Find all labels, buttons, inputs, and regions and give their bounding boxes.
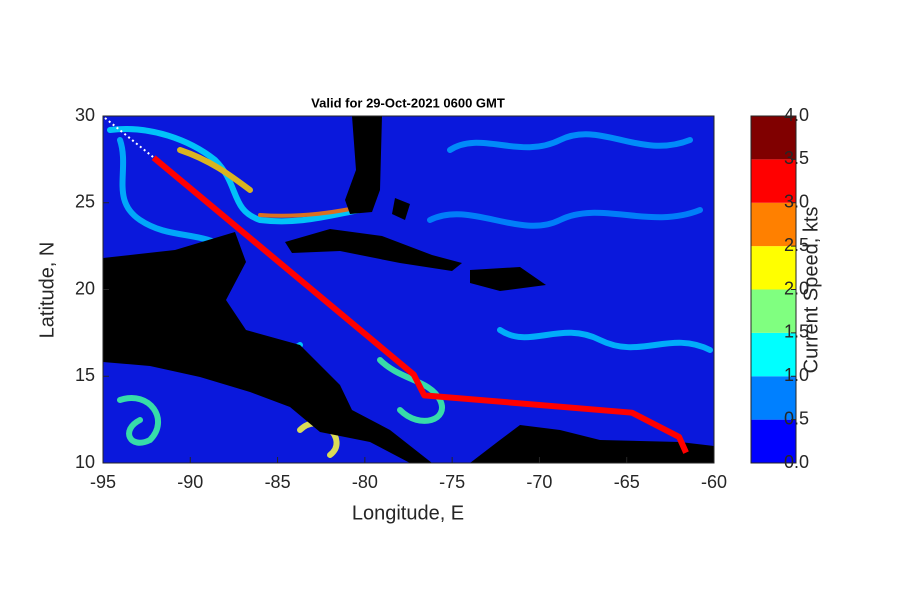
colorbar-tick-label: 0.0 (784, 452, 809, 472)
colorbar-segment (751, 202, 796, 247)
colorbar-tick-label: 0.5 (784, 408, 809, 428)
colorbar-segment (751, 419, 796, 463)
chart-title: Valid for 29-Oct-2021 0600 GMT (311, 95, 505, 110)
y-tick-label: 25 (75, 192, 95, 212)
x-tick-label: -70 (526, 472, 552, 492)
colorbar-tick-label: 2.5 (784, 235, 809, 255)
land (103, 116, 714, 463)
colorbar-label: Current Speed, kts (800, 207, 822, 374)
x-axis-label: Longitude, E (352, 502, 464, 524)
colorbar-segment (751, 289, 796, 333)
colorbar-tick-label: 1.5 (784, 322, 809, 342)
route (151, 155, 689, 454)
x-tick-label: -90 (177, 472, 203, 492)
y-tick-label: 10 (75, 452, 95, 472)
x-tick-label: -75 (439, 472, 465, 492)
x-tick-label: -95 (90, 472, 116, 492)
colorbar-tick-label: 1.0 (784, 365, 809, 385)
colorbar-tick-label: 2.0 (784, 278, 809, 298)
y-tick-label: 20 (75, 278, 95, 298)
colorbar-tick-label: 3.0 (784, 192, 809, 212)
x-tick-label: -60 (701, 472, 727, 492)
colorbar-segment (751, 376, 796, 420)
current-field (107, 118, 713, 458)
colorbar-tick-label: 4.0 (784, 105, 809, 125)
map (103, 116, 714, 463)
y-axis-label: Latitude, N (36, 242, 58, 339)
x-tick-label: -65 (614, 472, 640, 492)
colorbar-segment (751, 332, 796, 377)
colorbar-tick-label: 3.5 (784, 148, 809, 168)
colorbar-segment (751, 116, 796, 160)
colorbar-segment (751, 159, 796, 203)
colorbar-segment (751, 246, 796, 290)
y-tick-label: 30 (75, 105, 95, 125)
x-tick-label: -85 (265, 472, 291, 492)
route-start (104, 117, 154, 158)
x-tick-label: -80 (352, 472, 378, 492)
y-tick-label: 15 (75, 365, 95, 385)
